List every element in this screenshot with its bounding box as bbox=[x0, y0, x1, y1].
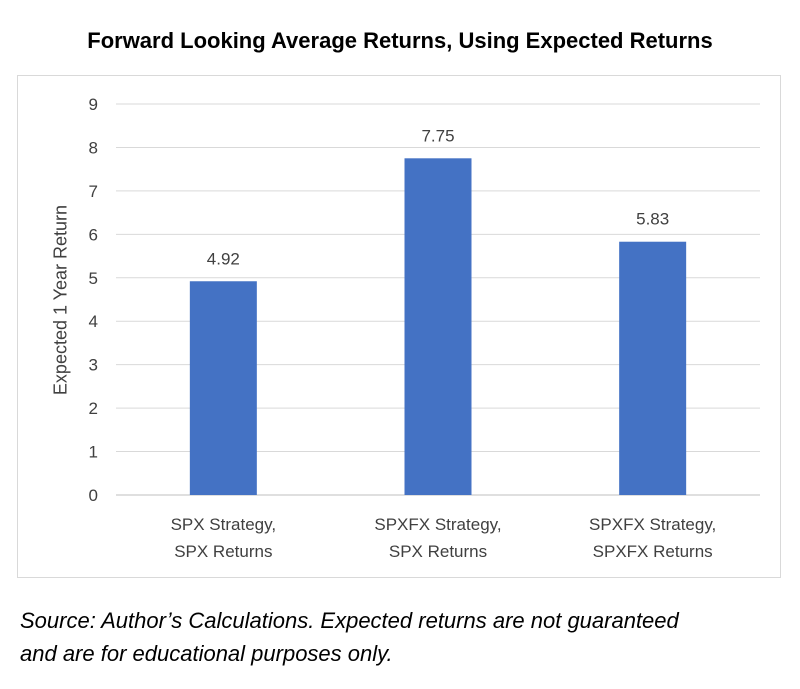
data-label: 5.83 bbox=[636, 210, 669, 229]
x-tick-label: SPXFX Strategy, bbox=[589, 515, 716, 534]
source-line-2: and are for educational purposes only. bbox=[20, 641, 393, 666]
bar bbox=[619, 241, 687, 495]
data-label: 7.75 bbox=[421, 126, 454, 145]
y-tick-label: 2 bbox=[89, 399, 98, 418]
source-note: Source: Author’s Calculations. Expected … bbox=[20, 604, 790, 670]
bar bbox=[404, 158, 472, 496]
data-label: 4.92 bbox=[207, 249, 240, 268]
y-tick-label: 9 bbox=[89, 95, 98, 114]
y-tick-label: 6 bbox=[89, 225, 98, 244]
y-tick-label: 1 bbox=[89, 443, 98, 462]
y-tick-label: 7 bbox=[89, 182, 98, 201]
chart-title: Forward Looking Average Returns, Using E… bbox=[87, 28, 713, 53]
x-tick-label: SPX Strategy, bbox=[171, 515, 277, 534]
bar bbox=[189, 281, 257, 495]
x-tick-label: SPXFX Strategy, bbox=[374, 515, 501, 534]
y-axis-label: Expected 1 Year Return bbox=[50, 204, 71, 396]
x-tick-label: SPXFX Returns bbox=[593, 542, 713, 561]
y-tick-label: 5 bbox=[89, 269, 98, 288]
y-tick-label: 0 bbox=[89, 486, 98, 505]
source-line-1: Source: Author’s Calculations. Expected … bbox=[20, 608, 679, 633]
x-tick-label: SPX Returns bbox=[389, 542, 487, 561]
y-tick-label: 4 bbox=[89, 312, 98, 331]
chart-frame bbox=[17, 75, 781, 578]
x-tick-label: SPX Returns bbox=[174, 542, 272, 561]
y-tick-label: 3 bbox=[89, 356, 98, 375]
y-tick-label: 8 bbox=[89, 138, 98, 157]
